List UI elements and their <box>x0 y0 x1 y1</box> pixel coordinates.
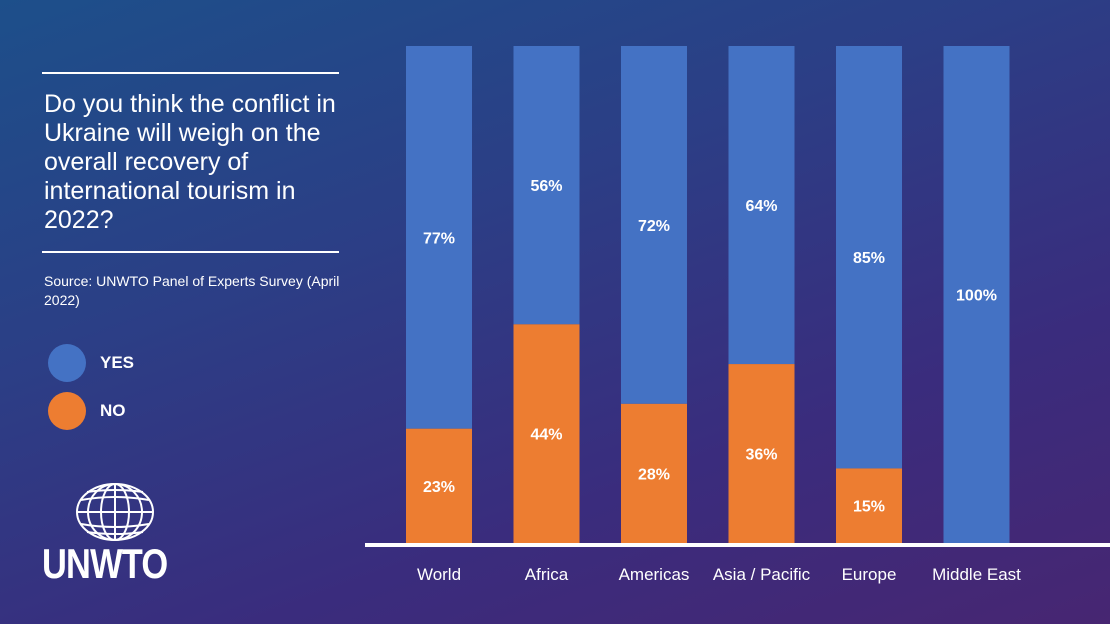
unwto-logo-text: UNWTO <box>42 540 168 587</box>
bar-no <box>513 324 580 543</box>
bar-yes <box>621 46 687 404</box>
x-tick-label: Asia / Pacific <box>713 565 811 584</box>
legend-no-swatch <box>48 392 86 430</box>
data-label-no: 28% <box>638 466 670 483</box>
data-label-yes: 100% <box>956 288 997 305</box>
data-label-no: 15% <box>853 499 885 516</box>
legend-yes-swatch <box>48 344 86 382</box>
data-label-yes: 85% <box>853 250 885 267</box>
legend-no: NO <box>48 392 126 430</box>
bar-yes <box>943 46 1010 543</box>
x-tick-label: Europe <box>842 565 897 584</box>
globe-icon <box>76 483 154 541</box>
middle-divider <box>42 251 339 253</box>
data-label-no: 23% <box>423 479 455 496</box>
data-label-no: 44% <box>530 427 562 444</box>
data-label-yes: 72% <box>638 218 670 235</box>
source-note: Source: UNWTO Panel of Experts Survey (A… <box>44 273 340 308</box>
x-tick-label: Americas <box>619 565 690 584</box>
chart-question: Do you think the conflict in Ukraine wil… <box>44 90 336 234</box>
top-divider <box>42 72 339 74</box>
bar-yes <box>513 46 580 325</box>
x-tick-label: Middle East <box>932 565 1021 584</box>
x-tick-label: Africa <box>525 565 569 584</box>
data-label-yes: 77% <box>423 230 455 247</box>
data-label-yes: 56% <box>530 178 562 195</box>
bar-yes <box>836 46 902 469</box>
bar-no <box>621 403 687 543</box>
bar-no <box>836 468 902 543</box>
legend-yes: YES <box>48 344 134 382</box>
x-axis-line <box>365 543 1110 547</box>
data-label-no: 36% <box>745 447 777 464</box>
bar-yes <box>406 46 472 429</box>
x-tick-label: World <box>417 565 461 584</box>
legend-yes-label: YES <box>100 353 135 372</box>
bar-no <box>406 428 472 543</box>
data-label-yes: 64% <box>745 198 777 215</box>
bar-yes <box>728 46 795 365</box>
legend-no-label: NO <box>100 401 126 420</box>
bar-no <box>728 364 795 543</box>
